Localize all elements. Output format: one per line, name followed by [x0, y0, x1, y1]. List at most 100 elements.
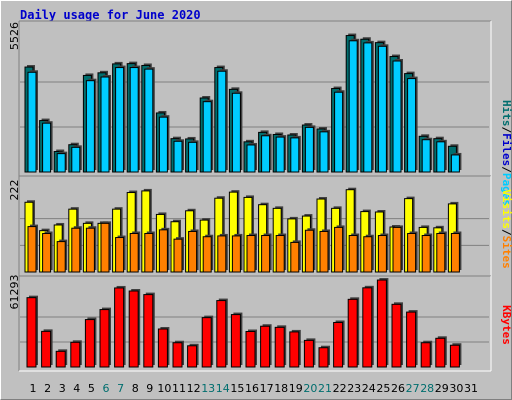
bar-files-13 — [202, 99, 214, 173]
bar-kbytes-16 — [245, 329, 257, 368]
bar-kbytes-5 — [84, 317, 97, 368]
bar-kbytes-6 — [99, 307, 111, 368]
legend-visits-sites: Visits/Sites — [500, 189, 512, 269]
x-tick-label-25: 25 — [376, 382, 390, 395]
bar-kbytes-14 — [216, 298, 228, 368]
bar-kbytes-24 — [362, 285, 374, 368]
bar-kbytes-25 — [376, 278, 389, 368]
bar-files-26 — [392, 59, 403, 173]
bar-files-11 — [173, 139, 184, 173]
x-tick-label-8: 8 — [132, 382, 139, 395]
bar-sites-11 — [173, 237, 184, 273]
bar-kbytes-19 — [289, 329, 301, 368]
x-tick-label-17: 17 — [260, 382, 274, 395]
bar-files-17 — [261, 133, 272, 173]
chart-title: Daily usage for June 2020 — [20, 8, 201, 22]
bar-sites-12 — [188, 229, 199, 273]
legend-kbytes: KBytes — [500, 305, 512, 345]
x-tick-label-11: 11 — [172, 382, 186, 395]
bar-sites-21 — [319, 229, 330, 273]
x-tick-label-26: 26 — [391, 382, 405, 395]
x-tick-label-16: 16 — [245, 382, 259, 395]
x-tick-label-23: 23 — [347, 382, 361, 395]
bar-sites-20 — [304, 228, 316, 273]
bar-files-6 — [100, 75, 111, 173]
bar-sites-1 — [27, 224, 38, 273]
legend-item-0: KBytes — [500, 305, 512, 345]
bar-sites-6 — [100, 221, 111, 273]
x-tick-label-9: 9 — [146, 382, 153, 395]
legend-item-1: / — [500, 229, 512, 236]
legend-item-3: / — [500, 166, 512, 173]
bar-files-25 — [377, 44, 389, 173]
bar-sites-24 — [363, 234, 374, 273]
bar-sites-17 — [261, 233, 272, 273]
x-tick-label-30: 30 — [449, 382, 463, 395]
legend-item-4: Pages — [500, 173, 512, 206]
ymax-label-kbytes: 61293 — [8, 275, 21, 310]
bar-kbytes-22 — [333, 320, 345, 368]
x-tick-label-21: 21 — [318, 382, 332, 395]
bar-files-15 — [231, 91, 243, 173]
bar-files-2 — [42, 121, 53, 173]
bar-sites-23 — [348, 233, 360, 273]
bar-sites-30 — [450, 231, 462, 273]
bar-files-24 — [363, 40, 374, 173]
bar-sites-28 — [421, 233, 433, 273]
bar-sites-3 — [56, 239, 68, 273]
bar-files-23 — [348, 38, 360, 173]
bar-sites-27 — [407, 231, 418, 273]
legend-item-2: Files — [500, 133, 512, 166]
x-tick-label-10: 10 — [157, 382, 171, 395]
x-tick-label-4: 4 — [73, 382, 80, 395]
x-tick-label-12: 12 — [187, 382, 201, 395]
bar-files-10 — [158, 115, 170, 173]
legend-hits-files-pages: Hits/Files/Pages — [500, 100, 512, 206]
x-tick-label-18: 18 — [274, 382, 288, 395]
bar-sites-25 — [377, 233, 389, 273]
x-tick-label-14: 14 — [216, 382, 230, 395]
bar-kbytes-12 — [187, 343, 199, 368]
bar-files-29 — [436, 139, 447, 173]
bar-sites-14 — [217, 233, 228, 273]
bar-files-1 — [27, 70, 38, 173]
bar-kbytes-30 — [449, 343, 462, 368]
bar-sites-9 — [144, 231, 155, 273]
x-tick-label-6: 6 — [103, 382, 110, 395]
bar-kbytes-9 — [143, 292, 155, 368]
x-tick-label-22: 22 — [333, 382, 347, 395]
bar-files-21 — [319, 129, 330, 173]
bar-kbytes-8 — [128, 289, 141, 368]
bar-kbytes-21 — [318, 345, 330, 368]
bar-sites-22 — [334, 225, 345, 273]
x-tick-label-15: 15 — [230, 382, 244, 395]
bar-sites-18 — [275, 233, 287, 273]
x-tick-label-3: 3 — [59, 382, 66, 395]
bar-files-27 — [407, 76, 418, 173]
x-tick-label-13: 13 — [201, 382, 215, 395]
bar-sites-29 — [436, 231, 447, 273]
bar-kbytes-17 — [260, 324, 272, 368]
bar-files-20 — [304, 125, 316, 173]
bar-files-18 — [275, 135, 287, 173]
bar-sites-26 — [392, 225, 403, 273]
bar-sites-5 — [85, 226, 97, 273]
x-tick-label-19: 19 — [289, 382, 303, 395]
bar-kbytes-20 — [303, 338, 316, 368]
bar-kbytes-3 — [55, 349, 68, 368]
bar-files-16 — [246, 142, 257, 173]
bar-kbytes-11 — [172, 340, 184, 368]
legend-item-1: / — [500, 127, 512, 134]
bar-sites-4 — [71, 226, 82, 273]
bar-kbytes-27 — [406, 310, 418, 368]
bar-files-7 — [115, 65, 126, 173]
bar-sites-10 — [158, 227, 170, 273]
x-tick-label-7: 7 — [117, 382, 124, 395]
legend-item-0: Hits — [500, 100, 512, 127]
x-tick-label-20: 20 — [303, 382, 317, 395]
bar-kbytes-15 — [230, 312, 243, 368]
x-tick-label-1: 1 — [30, 382, 37, 395]
x-tick-label-31: 31 — [464, 382, 478, 395]
bar-kbytes-26 — [391, 302, 403, 368]
